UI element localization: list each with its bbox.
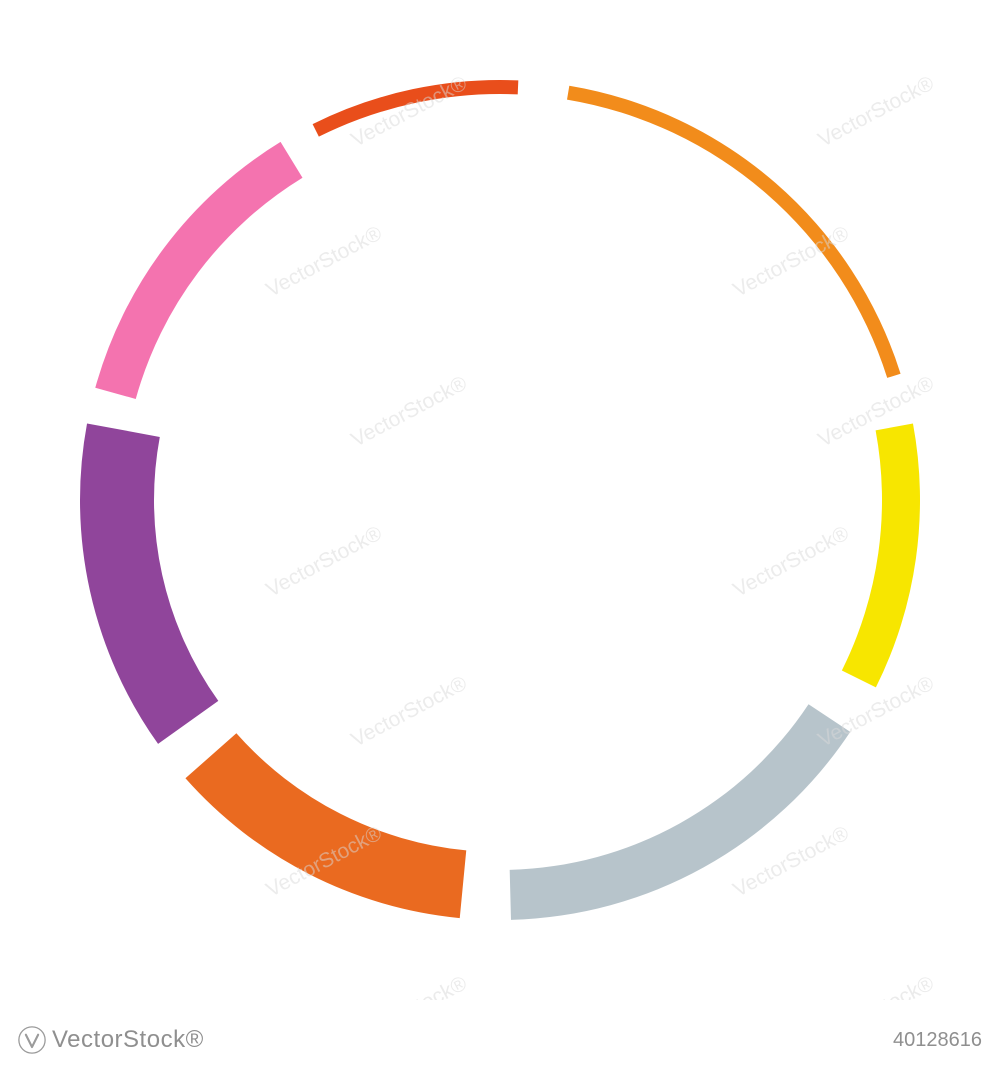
- image-id: 40128616: [893, 1029, 982, 1052]
- ring-segment-thin-orange: [567, 86, 901, 378]
- ring-segment-yellow: [842, 423, 920, 687]
- ring-segment-red-orange: [313, 80, 519, 137]
- ring-segment-grey: [510, 704, 851, 920]
- canvas: VectorStock®VectorStock®VectorStock®Vect…: [0, 0, 1000, 1080]
- ring-chart: [0, 0, 1000, 1000]
- ring-segment-pink: [95, 142, 302, 399]
- ring-segment-purple: [80, 423, 218, 743]
- brand: VectorStock®: [18, 1026, 204, 1054]
- brand-text: VectorStock®: [52, 1026, 204, 1054]
- brand-v-icon: [18, 1026, 46, 1054]
- footer-bar: VectorStock® 40128616: [0, 1000, 1000, 1080]
- ring-segment-orange: [185, 733, 466, 918]
